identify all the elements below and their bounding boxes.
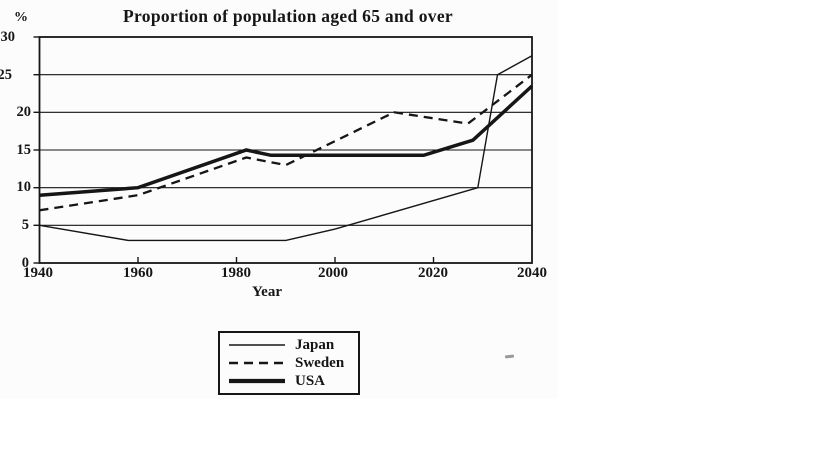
x-tick-label: 1960 — [123, 265, 153, 281]
legend-row-usa: USA — [228, 373, 352, 390]
y-tick-label: 25 — [0, 67, 12, 83]
dashed-line-icon — [229, 361, 285, 365]
y-tick-label: 30 — [0, 29, 16, 45]
thin-solid-line-icon — [229, 344, 285, 346]
thick-solid-line-icon — [229, 378, 285, 384]
legend-label: USA — [295, 372, 326, 389]
x-tick-label: 2020 — [418, 265, 448, 281]
y-tick-label: 15 — [16, 142, 32, 158]
legend-label: Sweden — [295, 354, 345, 371]
y-tick-label: 5 — [21, 217, 29, 233]
y-tick-label: 20 — [16, 104, 32, 120]
x-tick-label: 2000 — [318, 265, 348, 281]
y-tick-label: 10 — [16, 179, 32, 195]
legend-row-sweden: Sweden — [228, 355, 352, 372]
chart-title: Proportion of population aged 65 and ove… — [123, 6, 453, 26]
legend-label: Japan — [295, 336, 335, 353]
legend-row-japan: Japan — [228, 337, 352, 354]
x-tick-label: 2040 — [517, 265, 547, 281]
y-tick-label: 0 — [21, 255, 29, 271]
x-tick-label: 1980 — [221, 265, 251, 281]
x-axis-title: Year — [252, 284, 282, 300]
x-tick-label: 1940 — [23, 265, 53, 281]
y-axis-unit-label: % — [14, 10, 28, 25]
chart-legend: Japan Sweden USA — [218, 331, 360, 395]
